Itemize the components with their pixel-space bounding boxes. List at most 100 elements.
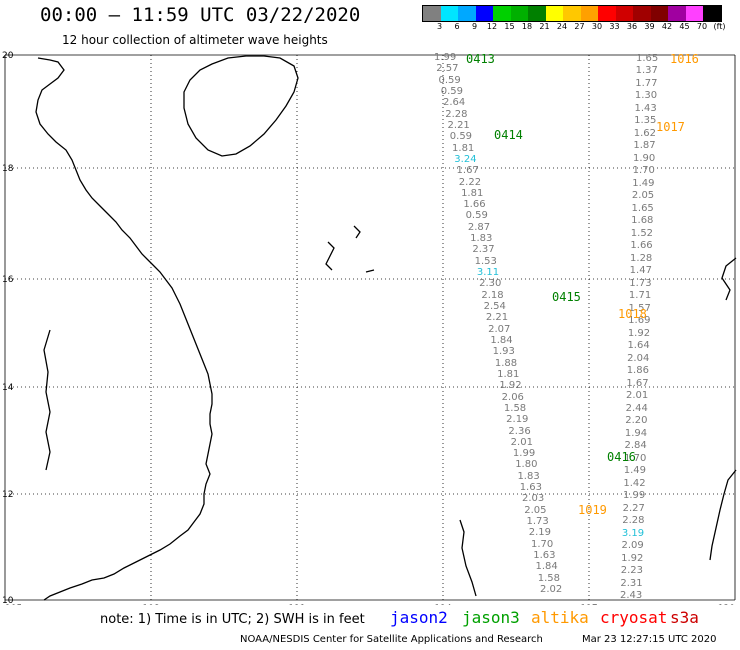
pass-label: 1018 — [618, 307, 647, 321]
scale-swatch — [580, 6, 598, 21]
scale-tick-label: 36 — [626, 22, 638, 31]
wave-height-reading: 1.83 — [470, 233, 493, 245]
credit-line: NOAA/NESDIS Center for Satellite Applica… — [240, 634, 543, 645]
wave-height-reading: 1.67 — [626, 377, 649, 389]
wave-height-reading: 2.02 — [540, 584, 563, 595]
latitude-label: 14 — [2, 383, 14, 393]
wave-height-reading: 1.37 — [635, 65, 658, 77]
wave-height-reading: 2.18 — [481, 289, 504, 301]
wave-height-reading: 1.70 — [530, 538, 554, 550]
scale-swatch — [423, 6, 441, 21]
wave-height-reading: 2.28 — [622, 515, 645, 527]
wave-height-reading: 1.47 — [629, 265, 652, 277]
wave-height-reading: 2.09 — [621, 540, 644, 552]
wave-height-reading: 2.57 — [436, 63, 459, 75]
wave-height-reading: 0.59 — [440, 85, 464, 97]
wave-height-reading: 1.99 — [434, 52, 457, 63]
scale-swatch — [510, 6, 528, 21]
reef-fragment — [353, 225, 361, 239]
pass-label: 1019 — [578, 503, 607, 517]
pass-label: 0413 — [466, 52, 495, 66]
wave-height-reading: 2.28 — [445, 108, 468, 120]
latitude-label: 20 — [2, 51, 14, 61]
scale-tick-label: 15 — [504, 22, 515, 31]
latitude-label: 10 — [2, 596, 14, 605]
wave-height-reading: 2.84 — [624, 440, 647, 452]
map-title: 00:00 – 11:59 UTC 03/22/2020 — [40, 4, 361, 26]
wave-height-reading: 1.90 — [633, 152, 656, 164]
wave-height-reading: 2.20 — [625, 415, 648, 427]
wave-height-reading: 1.99 — [622, 490, 646, 502]
wave-height-reading: 2.05 — [524, 504, 547, 516]
longitude-label: 117 — [580, 604, 597, 605]
latitude-label: 12 — [2, 490, 13, 500]
scale-tick-label: 70 — [696, 22, 708, 31]
philippines-coast — [721, 257, 737, 301]
vietnam-coastline — [35, 57, 213, 601]
wave-height-reading: 1.69 — [628, 315, 651, 327]
wave-height-reading: 2.01 — [625, 390, 649, 402]
wave-height-reading: 2.19 — [528, 527, 551, 539]
wave-height-reading: 1.81 — [461, 187, 484, 199]
wave-height-reading: 2.03 — [521, 493, 545, 505]
wave-height-reading: 1.70 — [624, 452, 647, 464]
wave-height-reading: 1.92 — [627, 327, 651, 339]
legend-jason2: jason2 — [390, 608, 448, 627]
wave-height-reading: 1.66 — [463, 199, 486, 211]
palawan-coast — [709, 469, 737, 561]
scale-tick-label: 9 — [471, 22, 478, 31]
wave-height-reading: 1.83 — [517, 470, 540, 482]
wave-height-reading: 1.84 — [490, 334, 513, 346]
scale-swatch — [598, 6, 616, 21]
map-subtitle: 12 hour collection of altimeter wave hei… — [62, 33, 328, 47]
scale-swatch — [528, 6, 546, 21]
scale-tick-label: 6 — [454, 22, 460, 31]
scale-swatch — [493, 6, 511, 21]
scale-tick-label: 42 — [661, 22, 673, 31]
scale-swatch — [440, 6, 458, 21]
coastline — [35, 55, 737, 601]
scale-tick-label: 39 — [644, 22, 655, 31]
wave-height-reading: 2.43 — [620, 590, 643, 601]
wave-height-reading: 2.37 — [472, 244, 495, 256]
wave-height-reading: 1.77 — [635, 77, 658, 89]
scale-tick-label: 3 — [436, 22, 443, 31]
legend-jason3: jason3 — [462, 608, 520, 627]
wave-height-reading: 0.59 — [449, 131, 473, 143]
wave-height-reading: 1.70 — [632, 165, 655, 177]
wave-height-reading: 2.30 — [479, 278, 502, 290]
scale-swatch — [703, 6, 721, 21]
pass-label: 1016 — [670, 52, 699, 66]
reef-fragment-2 — [365, 269, 375, 273]
paracel-islands — [325, 241, 335, 271]
scale-swatch — [545, 6, 563, 21]
wave-height-reading: 1.52 — [630, 227, 654, 239]
wave-height-reading: 2.01 — [510, 436, 533, 448]
wave-height-reading: 1.73 — [629, 277, 652, 289]
wave-height-reading: 0.59 — [465, 210, 488, 222]
wave-height-reading: 1.49 — [632, 177, 655, 189]
wave-height-reading: 2.21 — [447, 119, 470, 131]
wave-height-reading: 1.80 — [515, 459, 538, 471]
wave-height-reading: 1.67 — [456, 165, 479, 177]
wave-height-reading: 2.44 — [625, 402, 648, 414]
wave-height-reading: 1.64 — [627, 340, 650, 352]
wave-height-reading: 1.81 — [497, 368, 520, 380]
wave-height-reading: 1.28 — [630, 252, 653, 264]
footer-note: note: 1) Time is in UTC; 2) SWH is in fe… — [100, 612, 365, 627]
color-scale-bar — [422, 5, 722, 22]
legend-s3a: s3a — [670, 608, 699, 627]
wave-height-reading: 1.93 — [492, 346, 515, 358]
wave-height-reading: 1.65 — [636, 53, 659, 64]
wave-height-reading: 1.63 — [533, 550, 556, 562]
scale-tick-label: 45 — [679, 22, 690, 31]
scale-tick-label: 21 — [539, 22, 550, 31]
wave-height-reading: 2.21 — [485, 312, 509, 324]
scale-tick-label: 27 — [574, 22, 585, 31]
wave-height-reading: 1.53 — [474, 255, 497, 267]
wave-height-reading: 2.07 — [488, 323, 511, 335]
wave-height-reading: 2.05 — [631, 190, 655, 202]
wave-height-reading: 3.24 — [454, 153, 477, 165]
wave-height-reading: 2.64 — [443, 97, 466, 109]
wave-height-reading: 0.59 — [438, 74, 461, 86]
